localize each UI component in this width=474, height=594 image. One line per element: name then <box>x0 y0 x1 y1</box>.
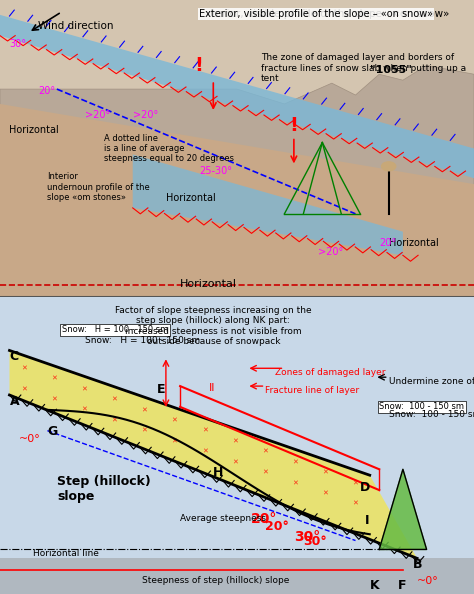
Text: ✕: ✕ <box>81 407 87 413</box>
Text: Fracture line of layer: Fracture line of layer <box>265 386 360 395</box>
Text: 20°: 20° <box>38 86 55 96</box>
Circle shape <box>382 162 396 171</box>
Text: Exterior, visible profile of the slope – «on snow»: Exterior, visible profile of the slope –… <box>199 9 433 19</box>
Text: 30°: 30° <box>9 39 27 49</box>
Text: ✕: ✕ <box>21 386 27 392</box>
Text: ✕: ✕ <box>353 480 358 486</box>
Text: A: A <box>9 395 19 408</box>
Text: ✕: ✕ <box>202 428 208 434</box>
Text: C: C <box>9 350 18 364</box>
Text: Factor of slope steepness increasing on the
step slope (hillock) along NK part:
: Factor of slope steepness increasing on … <box>115 306 311 346</box>
Text: 20°: 20° <box>265 520 289 533</box>
Text: E: E <box>156 383 165 396</box>
Polygon shape <box>0 104 474 297</box>
Text: F: F <box>398 579 407 592</box>
Text: >20°: >20° <box>318 247 343 257</box>
Text: ✕: ✕ <box>322 470 328 476</box>
Text: Horizontal: Horizontal <box>180 279 237 289</box>
Text: "1055": "1055" <box>370 65 411 75</box>
Text: 30°: 30° <box>294 529 320 544</box>
Text: ✕: ✕ <box>141 407 147 413</box>
Text: Snow:   H = 100 - 150 sm: Snow: H = 100 - 150 sm <box>62 325 168 334</box>
Text: The zone of damaged layer and borders of
fracture lines of snow slab when puttin: The zone of damaged layer and borders of… <box>261 53 466 83</box>
Text: ✕: ✕ <box>51 375 57 382</box>
Text: D: D <box>360 481 371 494</box>
Text: ✕: ✕ <box>262 449 268 455</box>
Text: >20°: >20° <box>85 110 110 120</box>
Text: Exterior, visible profile of the slope – «on snow»: Exterior, visible profile of the slope –… <box>199 9 449 19</box>
Text: ✕: ✕ <box>292 480 298 486</box>
Polygon shape <box>0 0 474 297</box>
Text: Average steepness: Average steepness <box>180 514 266 523</box>
Text: ✕: ✕ <box>322 491 328 497</box>
Polygon shape <box>0 15 474 178</box>
Text: K: K <box>370 579 379 592</box>
Text: ✕: ✕ <box>111 418 117 424</box>
Text: Undermine zone of layer: Undermine zone of layer <box>389 377 474 386</box>
Text: ✕: ✕ <box>21 365 27 371</box>
Text: Ⅱ: Ⅱ <box>209 383 214 393</box>
Polygon shape <box>0 558 474 594</box>
Text: !: ! <box>195 56 203 75</box>
Text: ✕: ✕ <box>202 448 208 454</box>
Text: Horizontal: Horizontal <box>166 193 216 203</box>
Text: 30°: 30° <box>303 535 327 548</box>
Text: ✕: ✕ <box>232 459 238 465</box>
Text: ✕: ✕ <box>172 438 177 444</box>
Polygon shape <box>0 297 474 594</box>
Text: ✕: ✕ <box>292 459 298 465</box>
Text: Horizontal line: Horizontal line <box>33 549 99 558</box>
Text: ~0°: ~0° <box>417 576 439 586</box>
Text: 20°: 20° <box>251 511 278 526</box>
Polygon shape <box>133 154 403 255</box>
Text: Step (hillock)
slope: Step (hillock) slope <box>57 475 151 503</box>
Text: G: G <box>47 425 58 438</box>
Text: Horizontal: Horizontal <box>389 238 438 248</box>
Text: H: H <box>213 466 224 479</box>
Text: ✕: ✕ <box>111 397 117 403</box>
Text: ✕: ✕ <box>141 428 147 434</box>
Text: I: I <box>365 514 369 527</box>
Text: Snow:  100 - 150 sm: Snow: 100 - 150 sm <box>389 410 474 419</box>
Text: Interior
undernoun profile of the
slope «om stones»: Interior undernoun profile of the slope … <box>47 172 150 202</box>
Text: ✕: ✕ <box>262 470 268 476</box>
Text: ✕: ✕ <box>51 396 57 403</box>
Text: Snow:   H = 100 - 150 sm: Snow: H = 100 - 150 sm <box>85 336 201 345</box>
Text: ~0°: ~0° <box>19 434 41 444</box>
Text: B: B <box>412 558 422 571</box>
Text: Wind direction: Wind direction <box>38 21 113 31</box>
Text: 20°: 20° <box>379 238 396 248</box>
Text: ✕: ✕ <box>172 418 177 424</box>
Text: 25-30°: 25-30° <box>199 166 232 176</box>
Text: Zones of damaged layer: Zones of damaged layer <box>275 368 385 377</box>
Polygon shape <box>379 469 427 549</box>
Text: >20°: >20° <box>133 110 158 120</box>
Text: A dotted line
is a line of average
steepness equal to 20 degrees: A dotted line is a line of average steep… <box>104 134 234 163</box>
Text: Snow:  100 - 150 sm: Snow: 100 - 150 sm <box>379 402 464 412</box>
Text: ✕: ✕ <box>81 386 87 392</box>
Text: Horizontal: Horizontal <box>9 125 59 135</box>
Text: Steepness of step (hillock) slope: Steepness of step (hillock) slope <box>142 576 290 585</box>
Text: ✕: ✕ <box>232 438 238 444</box>
Text: !: ! <box>290 116 298 135</box>
Polygon shape <box>0 65 474 297</box>
Text: ✕: ✕ <box>353 501 358 507</box>
Polygon shape <box>9 350 417 558</box>
